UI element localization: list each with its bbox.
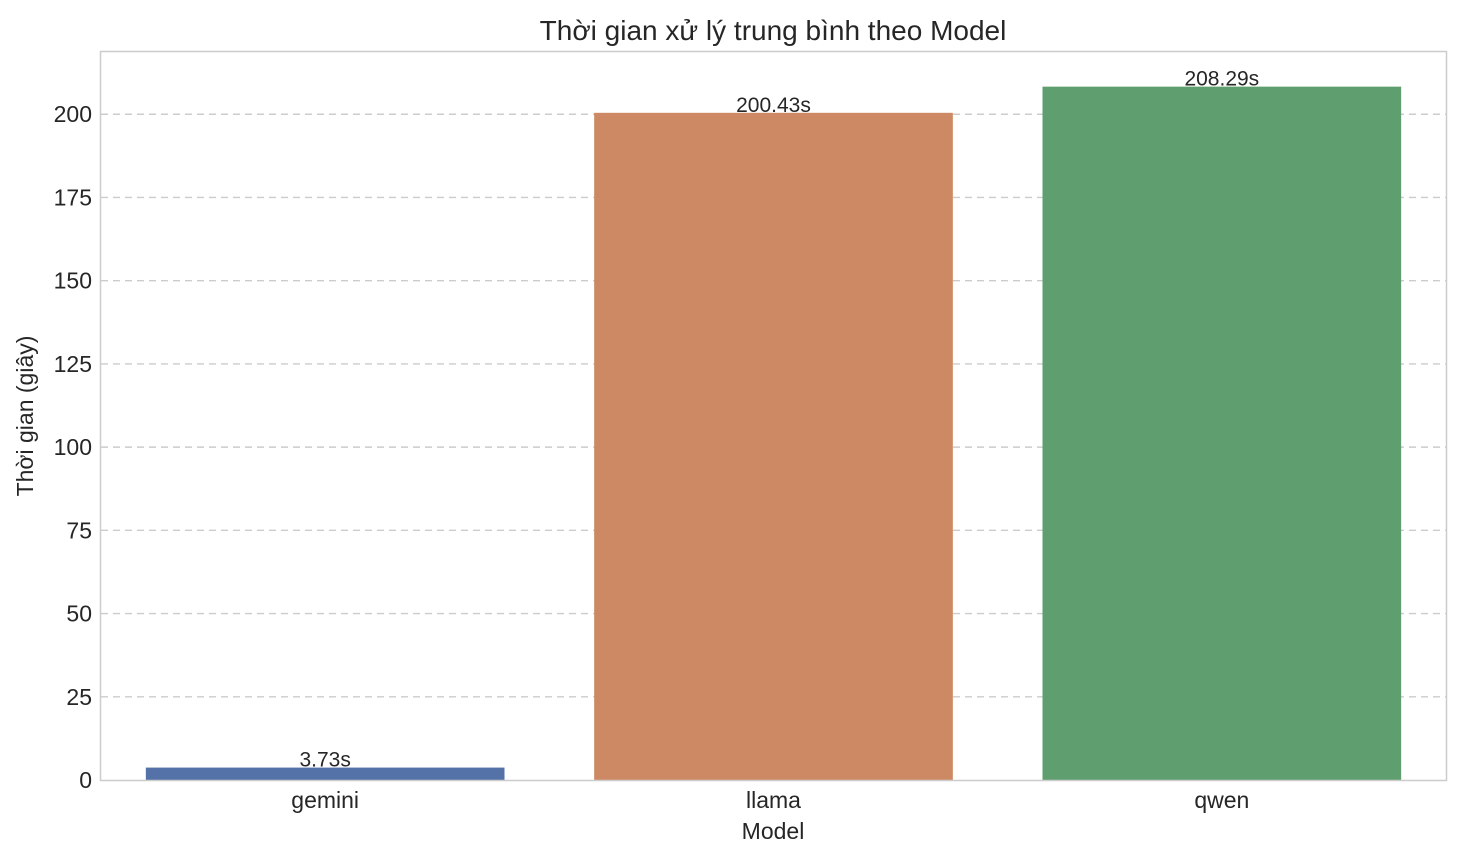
y-tick-label: 200 <box>54 101 92 127</box>
y-tick-label: 125 <box>54 351 92 377</box>
y-tick-label: 75 <box>66 517 92 543</box>
bar-gemini <box>145 767 505 780</box>
y-tick-label: 50 <box>66 601 92 627</box>
bar-qwen <box>1042 86 1402 780</box>
bar-llama <box>594 112 953 780</box>
data-label-llama: 200.43s <box>736 94 811 117</box>
y-tick-label: 175 <box>54 184 92 210</box>
data-labels: 3.73s 200.43s 208.29s <box>299 68 1259 772</box>
y-tick-label: 100 <box>54 434 92 460</box>
x-tick-label-llama: llama <box>746 787 801 813</box>
y-axis-label: Thời gian (giây) <box>12 336 38 497</box>
x-tick-label-gemini: gemini <box>291 787 359 813</box>
y-tick-label: 0 <box>79 767 92 793</box>
data-label-qwen: 208.29s <box>1184 68 1259 91</box>
x-tick-label-qwen: qwen <box>1194 787 1249 813</box>
y-tick-labels: 0 25 50 75 100 125 150 175 200 <box>54 101 92 793</box>
data-label-gemini: 3.73s <box>299 749 350 772</box>
x-tick-labels: gemini llama qwen <box>291 787 1249 813</box>
x-axis-label: Model <box>742 818 805 844</box>
chart-title: Thời gian xử lý trung bình theo Model <box>540 15 1007 46</box>
y-tick-label: 150 <box>54 268 92 294</box>
plot-frame <box>99 50 1448 782</box>
y-tick-label: 25 <box>66 684 92 710</box>
bars <box>145 86 1402 780</box>
